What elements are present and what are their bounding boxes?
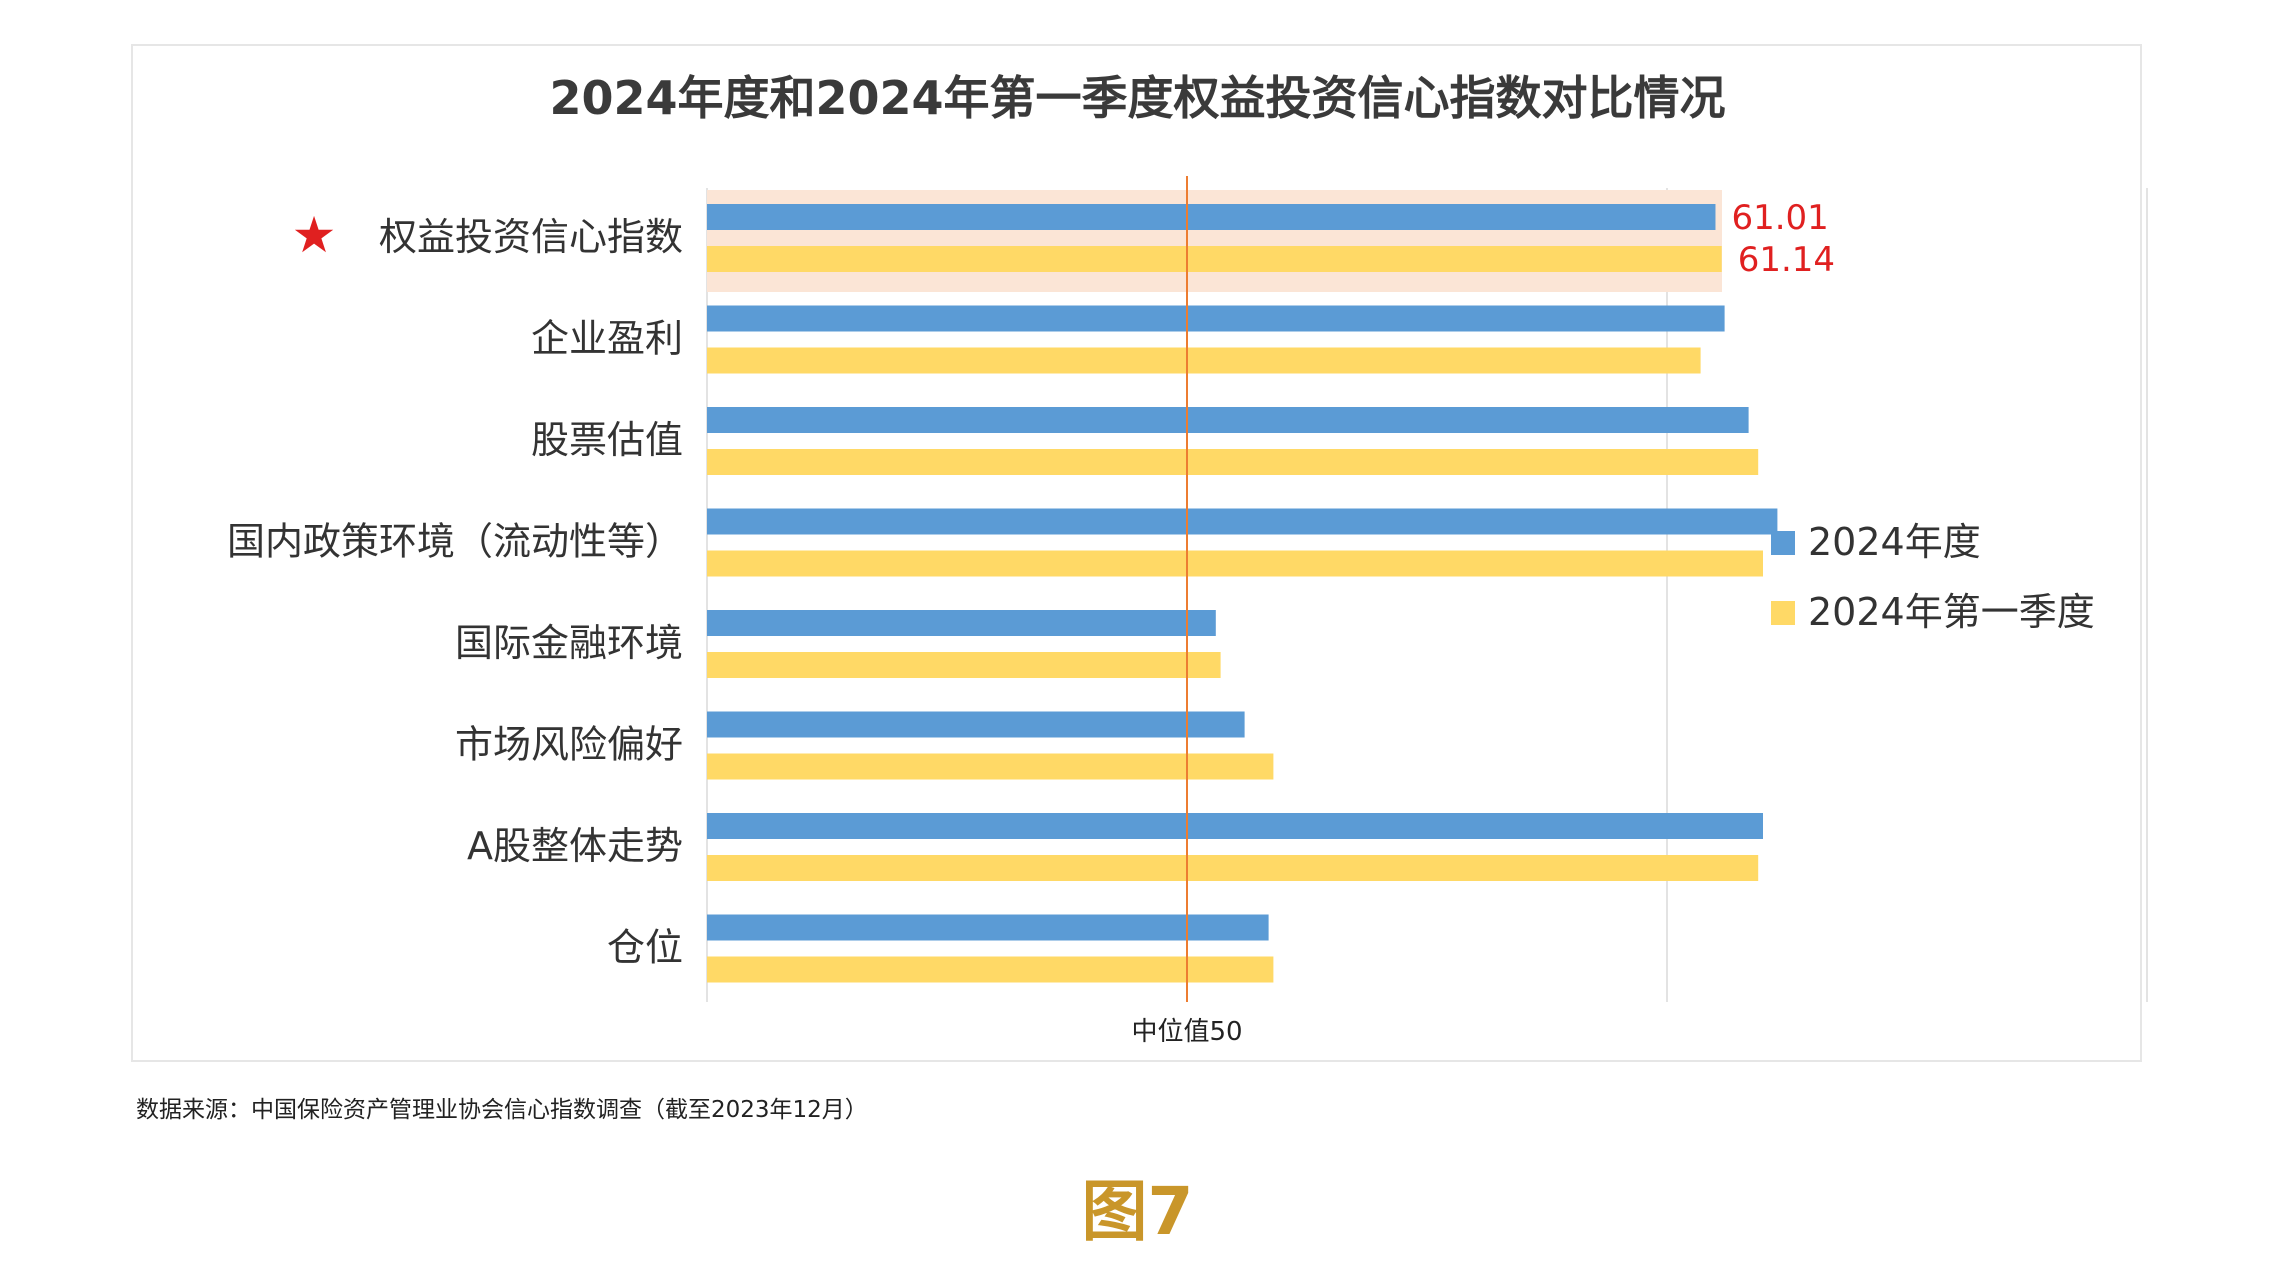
- data-label: 61.01: [1731, 198, 1828, 238]
- category-label: 权益投资信心指数: [379, 215, 683, 259]
- bar-annual: [707, 407, 1749, 433]
- median-label: 中位值50: [1131, 1017, 1242, 1047]
- bar-q1: [707, 652, 1221, 678]
- bar-q1: [707, 855, 1759, 881]
- figure-label: 图7: [1081, 1173, 1194, 1250]
- category-label: 股票估值: [531, 418, 683, 462]
- bar-q1: [707, 449, 1759, 475]
- data-label: 61.14: [1738, 240, 1835, 280]
- bar-annual: [707, 508, 1778, 535]
- category-label: 市场风险偏好: [455, 723, 683, 767]
- legend-swatch: [1771, 601, 1795, 625]
- bar-annual: [707, 813, 1763, 839]
- bar-annual: [707, 305, 1725, 332]
- bar-annual: [707, 610, 1216, 636]
- star-icon: ★: [292, 206, 337, 264]
- data-source-note: 数据来源：中国保险资产管理业协会信心指数调查（截至2023年12月）: [136, 1097, 868, 1123]
- legend-swatch: [1771, 531, 1795, 555]
- chart-title: 2024年度和2024年第一季度权益投资信心指数对比情况: [549, 71, 1726, 125]
- bar-q1: [707, 956, 1274, 983]
- category-label: 仓位: [607, 926, 683, 970]
- category-label: A股整体走势: [467, 824, 683, 868]
- bar-annual: [707, 711, 1245, 738]
- category-label: 国际金融环境: [455, 621, 683, 665]
- bar-annual: [707, 204, 1716, 230]
- legend-label: 2024年第一季度: [1808, 590, 2095, 634]
- bar-q1: [707, 347, 1701, 374]
- category-label: 国内政策环境（流动性等）: [227, 520, 683, 564]
- category-label: 企业盈利: [531, 317, 683, 361]
- bar-q1: [707, 550, 1763, 577]
- bar-q1: [707, 753, 1274, 780]
- bar-annual: [707, 914, 1269, 941]
- legend-label: 2024年度: [1808, 520, 1981, 564]
- bar-q1: [707, 246, 1722, 272]
